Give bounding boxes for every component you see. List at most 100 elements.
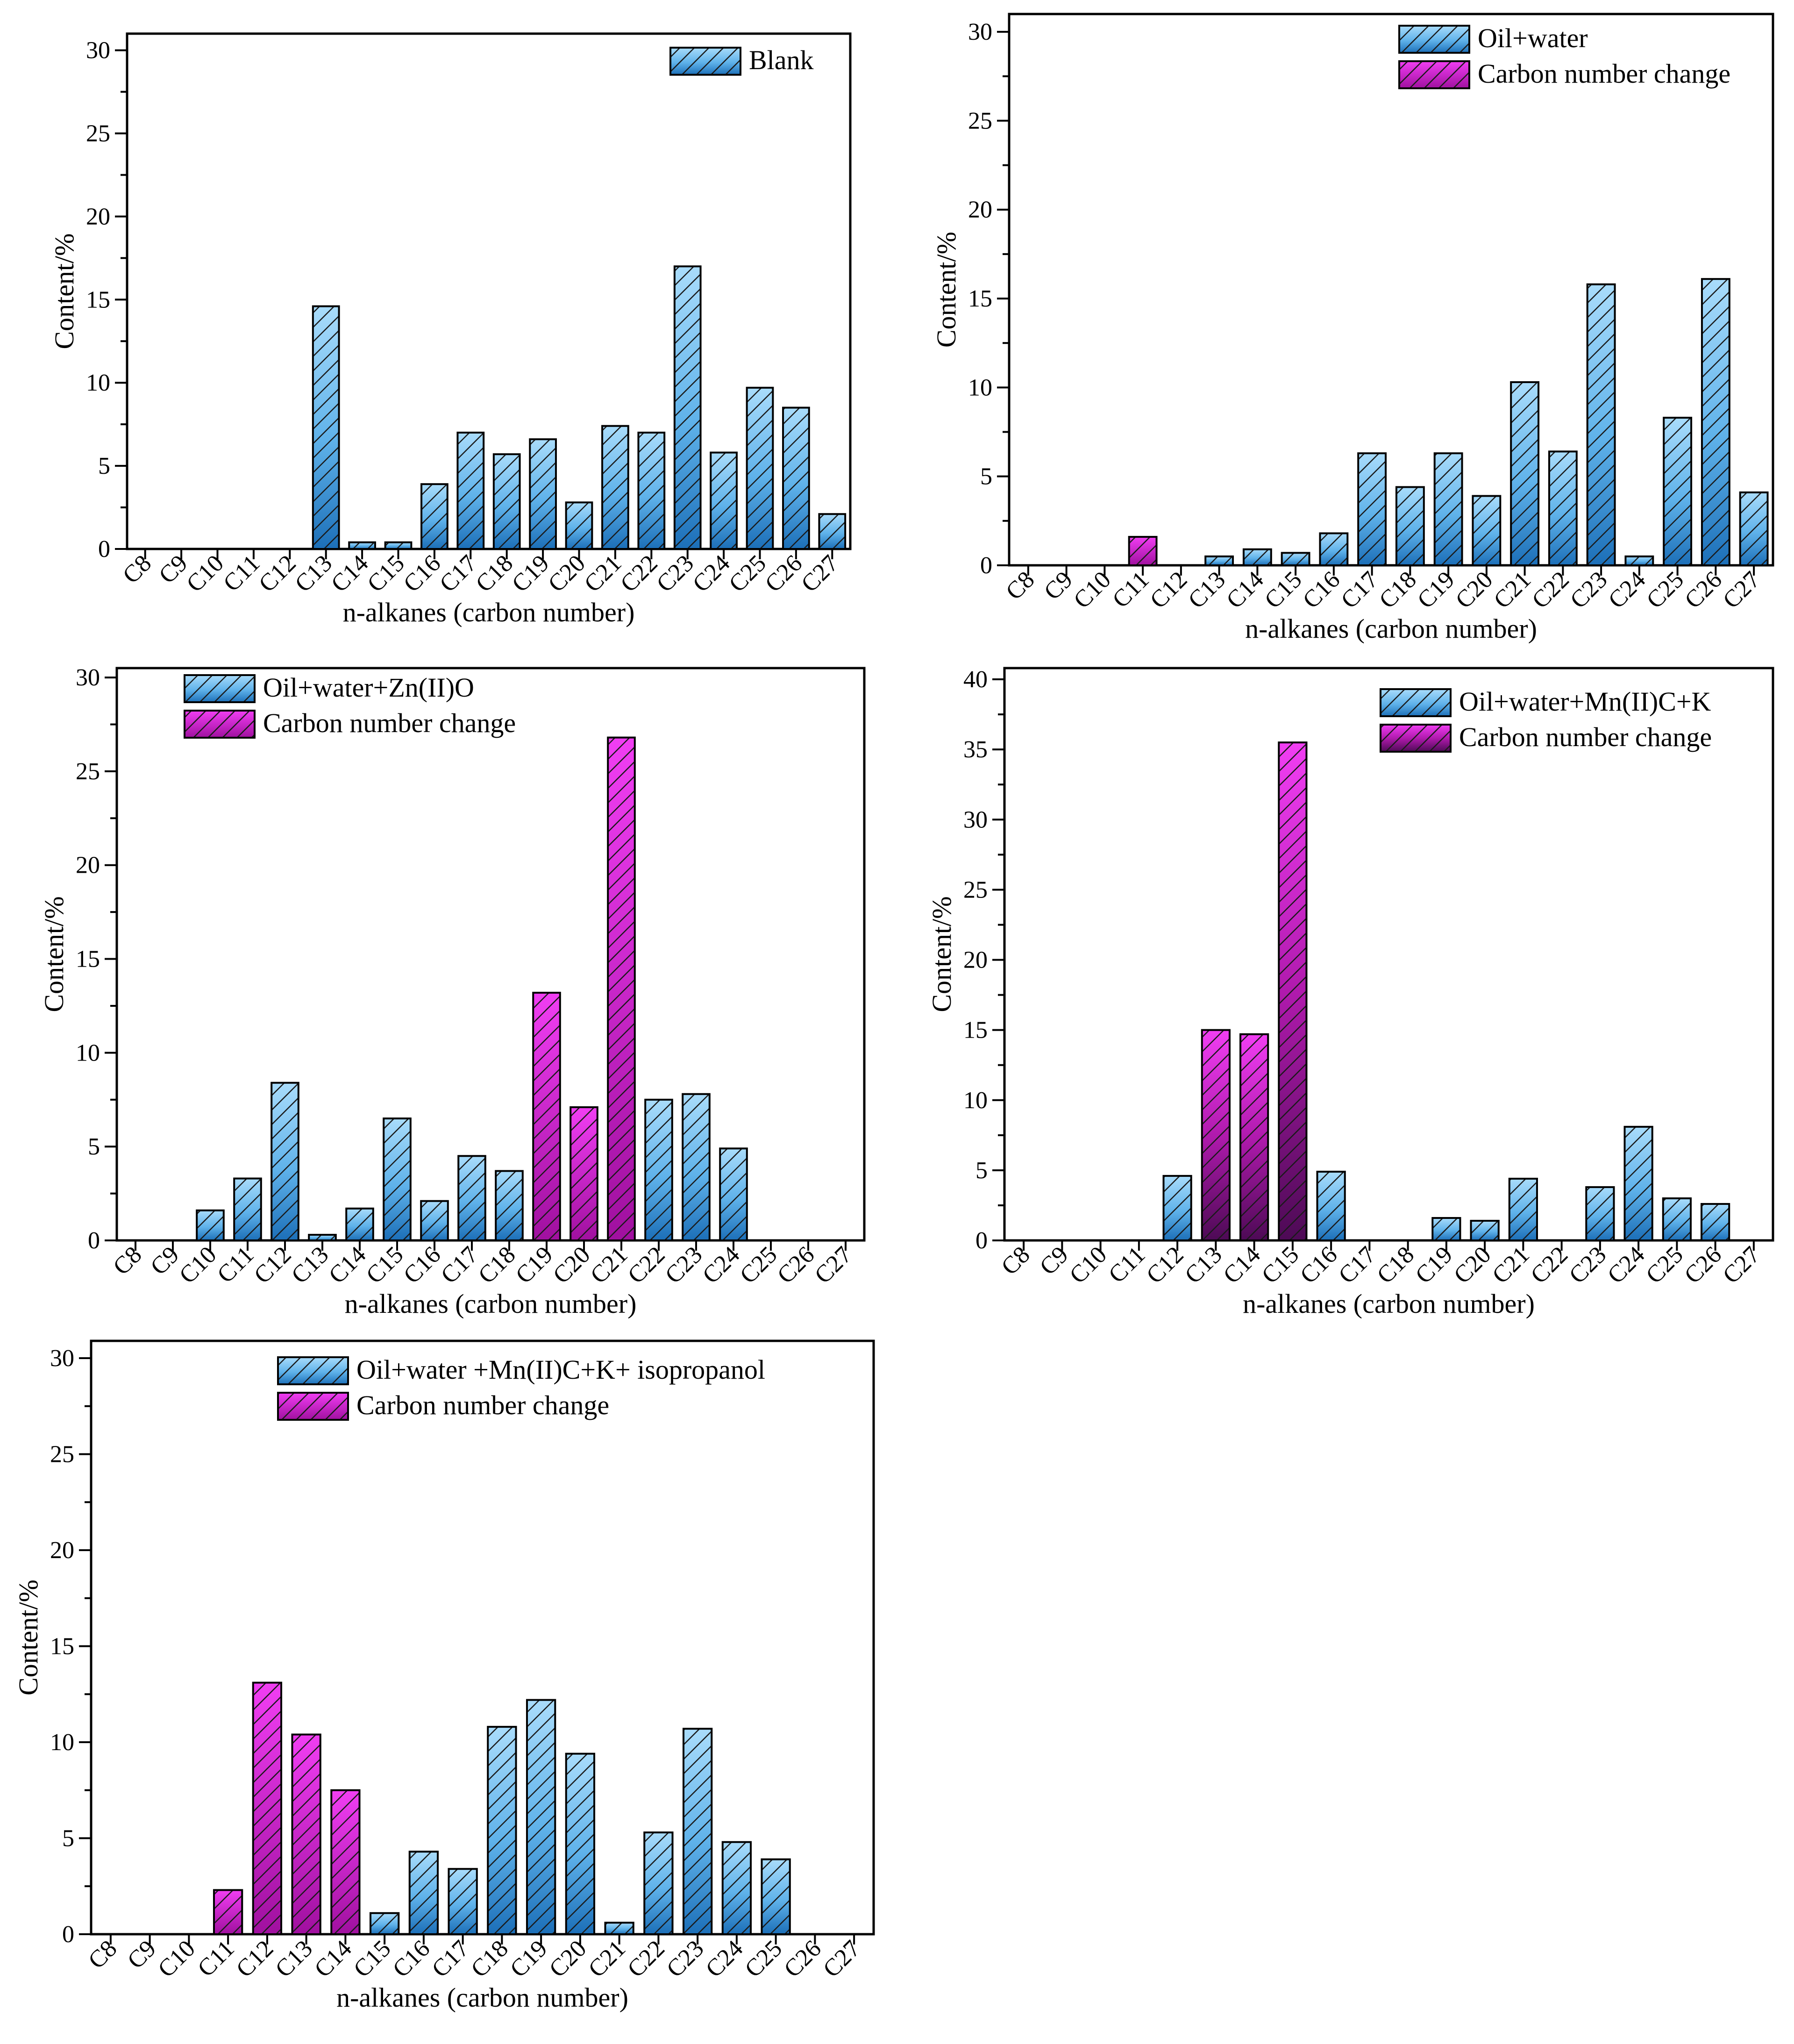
bar-hatch xyxy=(1470,1219,1500,1241)
bar-hatch xyxy=(213,1889,243,1935)
bar-hatch xyxy=(1201,1029,1231,1241)
x-tick-label: C15 xyxy=(1257,1241,1304,1289)
x-tick-label: C27 xyxy=(818,1935,866,1983)
x-tick-label: C15 xyxy=(1260,566,1307,614)
y-tick-label: 40 xyxy=(963,666,988,693)
y-tick-label: 15 xyxy=(76,946,100,973)
x-tick-label: C23 xyxy=(662,1935,709,1983)
x-tick-label: C19 xyxy=(1410,1241,1458,1289)
x-tick-label: C9 xyxy=(1039,566,1078,605)
bar-hatch xyxy=(526,1699,556,1936)
bar-hatch xyxy=(487,1726,517,1935)
x-tick-label: C21 xyxy=(1487,1241,1535,1289)
y-tick-label: 30 xyxy=(50,1345,74,1372)
bar-hatch xyxy=(1739,491,1769,566)
y-tick-label: 20 xyxy=(968,197,992,223)
x-tick-label: C22 xyxy=(623,1241,670,1289)
bar-hatch xyxy=(1395,486,1425,566)
bar-hatch xyxy=(604,1922,634,1936)
bar-hatch xyxy=(1357,452,1387,566)
x-tick-label: C24 xyxy=(701,1935,748,1983)
y-tick-label: 30 xyxy=(76,664,100,691)
chart-panel-3: 051015202530C8C9C10C11C12C13C14C15C16C17… xyxy=(39,664,866,1319)
plot-frame xyxy=(1003,667,1774,1242)
y-tick-label: 20 xyxy=(50,1537,74,1564)
x-tick-label: C14 xyxy=(309,1935,357,1983)
y-axis-title: Content/% xyxy=(926,896,957,1012)
y-tick-label: 20 xyxy=(76,852,100,879)
bar-hatch xyxy=(1242,548,1272,567)
legend-swatch-hatch xyxy=(669,47,741,76)
y-tick-label: 20 xyxy=(86,203,110,230)
bar-hatch xyxy=(457,1155,486,1241)
x-tick-label: C15 xyxy=(362,550,410,598)
bar-hatch xyxy=(495,1170,524,1242)
y-tick-label: 5 xyxy=(88,1133,100,1160)
x-tick-label: C10 xyxy=(181,550,229,598)
x-tick-label: C8 xyxy=(108,1241,147,1280)
x-tick-label: C14 xyxy=(326,550,374,598)
x-tick-label: C13 xyxy=(286,1241,334,1289)
y-tick-label: 35 xyxy=(963,736,988,763)
x-tick-label: C17 xyxy=(1333,1241,1381,1289)
x-tick-label: C10 xyxy=(174,1241,222,1289)
bar-hatch xyxy=(1623,1125,1653,1242)
chart-panel-5: 0 5 10 15 20 25 30 C8 C9C10C11C12C13C14C15C16C17… xyxy=(13,1339,875,2013)
x-tick-label: C27 xyxy=(810,1241,857,1289)
y-tick-label: 0 xyxy=(88,1227,100,1254)
bar-hatch xyxy=(746,386,774,550)
x-tick-label: C8 xyxy=(1001,566,1039,605)
x-tick-label: C10 xyxy=(1065,1241,1112,1289)
x-tick-label: C19 xyxy=(1412,566,1460,614)
bar-hatch xyxy=(384,541,413,550)
y-tick-label: 0 xyxy=(62,1921,74,1948)
bar-hatch xyxy=(570,1106,598,1242)
bar-hatch xyxy=(565,501,593,550)
y-tick-label: 25 xyxy=(968,107,992,134)
x-tick-label: C25 xyxy=(1642,566,1689,614)
x-tick-label: C13 xyxy=(1183,566,1231,614)
y-tick-label: 5 xyxy=(980,463,992,490)
legend-swatch-hatch xyxy=(277,1392,349,1421)
bar-hatch xyxy=(673,265,702,550)
bar-hatch xyxy=(818,513,847,550)
bar-hatch xyxy=(761,1858,791,1935)
x-tick-label: C9 xyxy=(1035,1241,1074,1280)
x-tick-label: C10 xyxy=(153,1935,200,1983)
legend-swatch-hatch xyxy=(1398,25,1470,54)
y-tick-label: 10 xyxy=(968,374,992,401)
y-axis-title: Content/% xyxy=(39,896,69,1012)
bar-hatch xyxy=(644,1098,673,1242)
x-tick-label: C16 xyxy=(1295,1241,1343,1289)
x-tick-label: C26 xyxy=(1680,1241,1727,1289)
legend-swatch-hatch xyxy=(1398,60,1470,89)
x-tick-label: C21 xyxy=(579,550,627,598)
bar-hatch xyxy=(408,1851,439,1935)
bar-hatch xyxy=(1433,452,1463,566)
x-tick-label: C25 xyxy=(1641,1241,1688,1289)
legend-label: Oil+water +Mn(II)C+K+ isopropanol xyxy=(356,1354,765,1385)
x-tick-label: C14 xyxy=(324,1241,371,1289)
x-tick-label: C16 xyxy=(1298,566,1346,614)
legend-swatch-hatch xyxy=(1380,724,1452,753)
x-tick-label: C12 xyxy=(1145,566,1193,614)
legend-label: Carbon number change xyxy=(263,708,516,738)
x-tick-label: C20 xyxy=(1449,1241,1496,1289)
bar-hatch xyxy=(682,1728,713,1936)
y-tick-label: 0 xyxy=(98,536,110,563)
bar-hatch xyxy=(1204,555,1234,567)
y-tick-label: 20 xyxy=(963,947,988,974)
bar-hatch xyxy=(1278,741,1308,1241)
bar-hatch xyxy=(456,431,485,550)
bar-hatch xyxy=(308,1233,337,1242)
y-tick-label: 25 xyxy=(50,1441,74,1467)
y-axis-title: Content/% xyxy=(931,232,961,348)
x-tick-label: C13 xyxy=(271,1935,318,1983)
x-tick-label: C20 xyxy=(548,1241,596,1289)
x-tick-label: C14 xyxy=(1218,1241,1266,1289)
x-tick-label: C8 xyxy=(118,550,157,589)
bar-hatch xyxy=(607,736,636,1241)
x-axis-title: n-alkanes (carbon number) xyxy=(336,1982,628,2013)
